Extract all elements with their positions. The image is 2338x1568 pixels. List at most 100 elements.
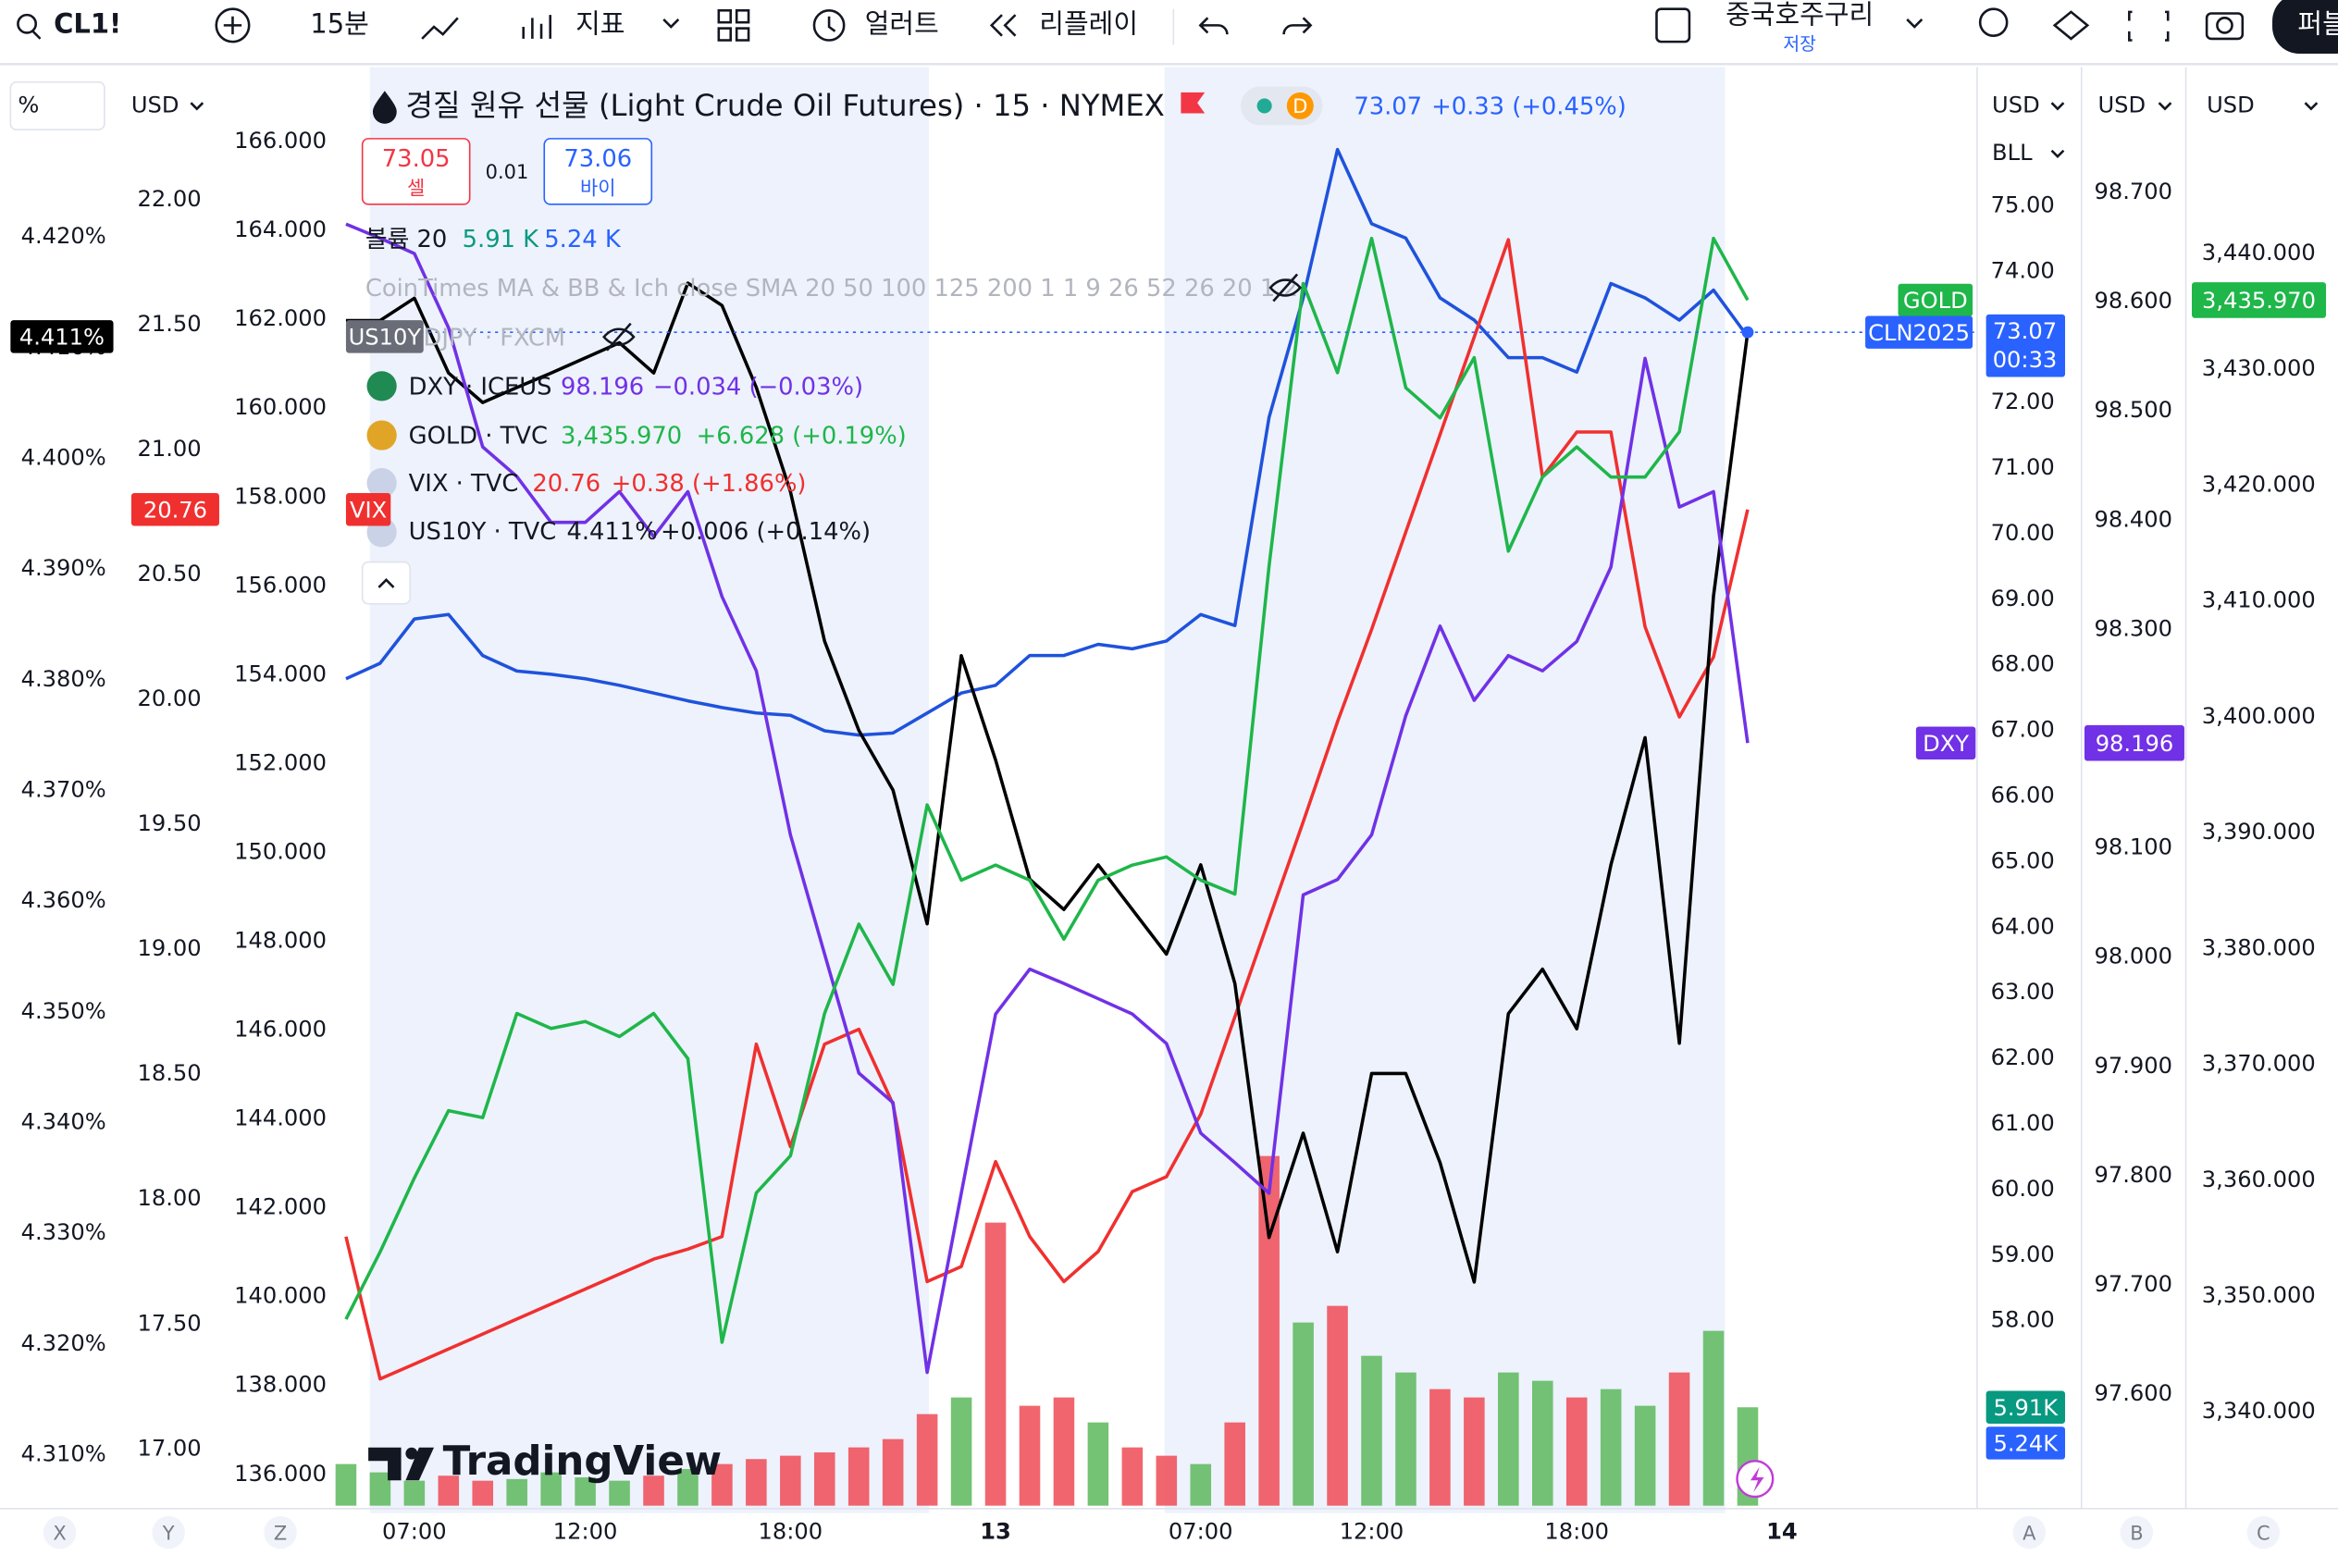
buy-price[interactable]: 73.06 bbox=[563, 145, 632, 173]
y-tick-label: 4.420% bbox=[21, 223, 106, 249]
y-tick-label: 97.800 bbox=[2095, 1162, 2173, 1188]
y-tick-label: 21.00 bbox=[137, 436, 201, 462]
axis-letter-bg[interactable] bbox=[2120, 1515, 2154, 1549]
price-badge-label: VIX bbox=[350, 497, 387, 523]
y-tick-label: 4.400% bbox=[21, 445, 106, 471]
y-tick-label: 4.330% bbox=[21, 1219, 106, 1245]
axis-letter-bg[interactable] bbox=[152, 1515, 185, 1549]
axis-header[interactable]: USD bbox=[2097, 92, 2146, 117]
axis-letter-bg[interactable] bbox=[264, 1515, 297, 1549]
volume-ma: 5.24 K bbox=[544, 226, 622, 253]
sell-label[interactable]: 셀 bbox=[407, 178, 425, 200]
scan-icon[interactable] bbox=[1978, 7, 2009, 37]
overlay-icon bbox=[366, 420, 397, 451]
replay[interactable]: 리플레이 bbox=[1039, 7, 1138, 39]
axis-header[interactable]: USD bbox=[1992, 92, 2040, 117]
buy-label[interactable]: 바이 bbox=[580, 178, 616, 200]
alert-icon[interactable] bbox=[812, 8, 846, 42]
hidden-icon[interactable] bbox=[602, 322, 636, 352]
y-tick-label: 97.900 bbox=[2095, 1053, 2173, 1079]
redo-icon[interactable] bbox=[1282, 17, 1313, 35]
symbol-icon bbox=[372, 91, 397, 124]
market-status bbox=[1256, 98, 1272, 114]
layout-icon[interactable] bbox=[717, 8, 733, 24]
axis-header-box[interactable] bbox=[9, 80, 105, 131]
y-tick-label: 67.00 bbox=[1991, 717, 2055, 743]
axis-letter[interactable]: Z bbox=[274, 1522, 287, 1544]
axis-letter[interactable]: X bbox=[53, 1522, 66, 1544]
volume-bar bbox=[643, 1475, 664, 1506]
axis-letter[interactable]: Y bbox=[162, 1522, 175, 1544]
volume-bar bbox=[677, 1469, 699, 1506]
y-tick-label: 3,360.000 bbox=[2202, 1167, 2316, 1192]
search-icon[interactable] bbox=[17, 13, 38, 34]
layout-name[interactable]: 중국호주구리 bbox=[1726, 0, 1874, 31]
chevron bbox=[190, 102, 204, 111]
y-tick-label: 18.00 bbox=[137, 1185, 201, 1211]
axis-letter-bg[interactable] bbox=[2246, 1515, 2281, 1549]
publish-label[interactable]: 퍼블 bbox=[2297, 7, 2338, 39]
logo bbox=[368, 1447, 402, 1481]
y-tick-label: 17.50 bbox=[137, 1310, 201, 1336]
y-tick-label: 60.00 bbox=[1991, 1176, 2055, 1202]
overlay-last: 98.196 bbox=[561, 373, 644, 401]
y-tick-label: 152.000 bbox=[234, 749, 327, 775]
settings-icon[interactable] bbox=[2052, 10, 2090, 41]
axis-letter[interactable]: B bbox=[2130, 1522, 2143, 1544]
indicator-icon[interactable] bbox=[522, 15, 552, 39]
overlay-last: 4.411% bbox=[566, 518, 657, 546]
axis-header[interactable]: % bbox=[18, 92, 39, 117]
watermark: TradingView bbox=[368, 1438, 722, 1485]
alert[interactable]: 얼러트 bbox=[865, 7, 939, 39]
sell-button[interactable] bbox=[361, 138, 471, 205]
axis-letter-bg[interactable] bbox=[2012, 1515, 2047, 1549]
fullscreen-icon[interactable] bbox=[2128, 10, 2170, 42]
volume-bar bbox=[1156, 1455, 1178, 1506]
volume-value: 5.91 K bbox=[463, 226, 540, 253]
price-badge bbox=[345, 493, 391, 526]
add-icon[interactable] bbox=[215, 7, 251, 43]
volume-bar bbox=[609, 1480, 630, 1506]
search-icon bbox=[31, 30, 42, 40]
volume-title: 볼륨 20 bbox=[365, 226, 447, 253]
x-tick-label: 07:00 bbox=[382, 1519, 447, 1545]
layout-box[interactable] bbox=[1655, 7, 1691, 43]
volume-bar bbox=[1190, 1463, 1212, 1506]
volume-bar bbox=[882, 1438, 904, 1506]
snapshot-icon[interactable] bbox=[2205, 12, 2245, 41]
chart-type-icon[interactable] bbox=[421, 17, 459, 40]
hidden-icon[interactable] bbox=[1268, 273, 1303, 302]
logo bbox=[405, 1447, 435, 1481]
volume-bar bbox=[813, 1452, 835, 1506]
layout-icon bbox=[735, 8, 750, 24]
axis-header[interactable]: USD bbox=[131, 92, 179, 117]
axis-letter-bg[interactable] bbox=[43, 1515, 77, 1549]
axis-letter[interactable]: C bbox=[2257, 1522, 2270, 1544]
interval[interactable]: 15분 bbox=[310, 7, 369, 39]
collapse-button[interactable] bbox=[361, 561, 412, 605]
indicators[interactable]: 지표 bbox=[575, 7, 625, 39]
y-tick-label: 3,380.000 bbox=[2202, 934, 2316, 960]
axis-header[interactable]: USD bbox=[2207, 92, 2255, 117]
price-badge-label: 5.24K bbox=[1994, 1431, 2060, 1457]
axis-letter[interactable]: A bbox=[2023, 1522, 2036, 1544]
volume-bar bbox=[1498, 1372, 1519, 1506]
series-line bbox=[344, 236, 1750, 1344]
axis-header[interactable]: BLL bbox=[1992, 140, 2033, 166]
y-tick-label: 64.00 bbox=[1991, 913, 2055, 939]
replay-icon[interactable] bbox=[989, 14, 1017, 37]
undo-icon[interactable] bbox=[1198, 17, 1229, 35]
flag-icon[interactable] bbox=[1181, 92, 1206, 114]
publish-button[interactable] bbox=[2272, 0, 2338, 55]
overlay-change: −0.034 (−0.03%) bbox=[653, 373, 863, 401]
symbol[interactable]: CL1! bbox=[54, 7, 121, 39]
x-tick-label: 12:00 bbox=[1340, 1519, 1404, 1545]
sell-price[interactable]: 73.05 bbox=[382, 145, 451, 173]
y-tick-label: 160.000 bbox=[234, 394, 327, 420]
chevron[interactable] bbox=[1906, 19, 1924, 29]
y-tick-label: 19.50 bbox=[137, 810, 201, 836]
y-tick-label: 3,370.000 bbox=[2202, 1051, 2316, 1077]
buy-button[interactable] bbox=[543, 138, 653, 205]
chevron[interactable] bbox=[662, 19, 680, 29]
overlay-last: 20.76 bbox=[532, 470, 600, 498]
